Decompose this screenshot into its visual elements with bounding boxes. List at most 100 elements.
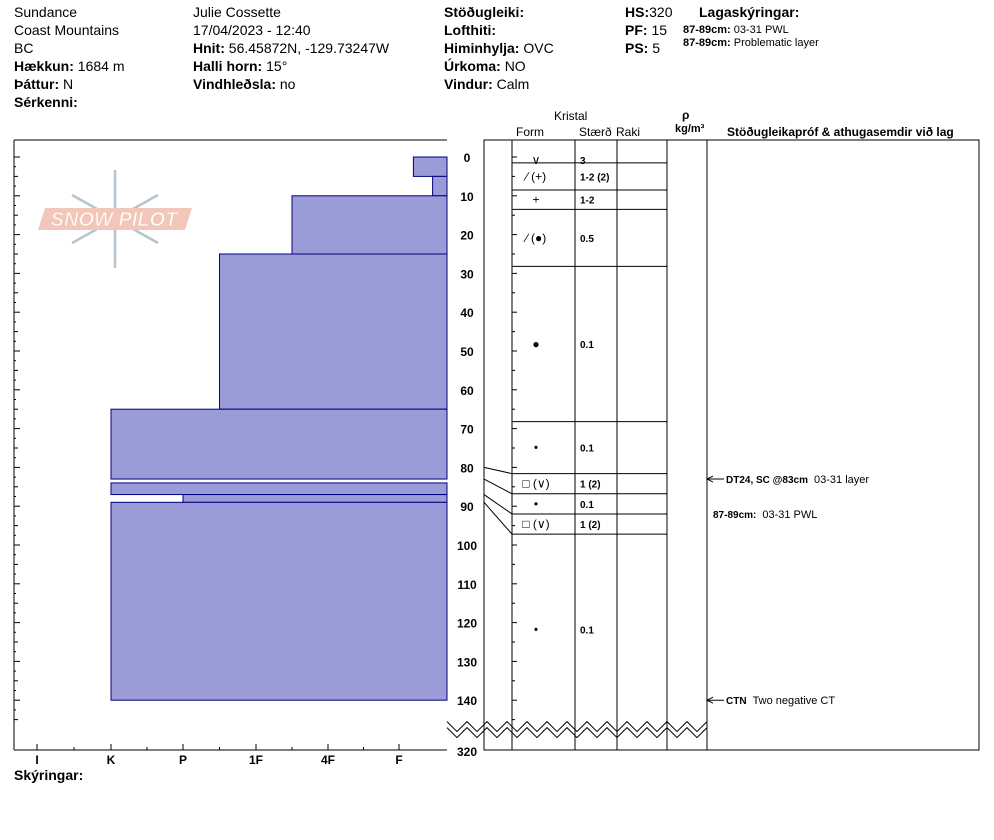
depth-tick-label: 80 — [460, 461, 474, 475]
grain-size-value: 3 — [580, 156, 586, 167]
depth-tick-label: 60 — [460, 384, 474, 398]
sky-cover: Himinhylja: OVC — [444, 40, 554, 56]
slope-angle: Halli horn: 15° — [193, 58, 288, 74]
features-label: Sérkenni: — [14, 94, 78, 110]
legend-title: Lagaskýringar: — [699, 4, 800, 20]
hardness-tick-label: I — [35, 753, 38, 767]
grain-size-value: 0.1 — [580, 444, 594, 455]
grain-size-value: 1 (2) — [580, 480, 601, 491]
hardness-bar — [432, 175, 448, 197]
profile-table-border — [483, 139, 980, 751]
ps-value: PS: 5 — [625, 40, 661, 56]
arrow-head-icon — [705, 475, 714, 483]
hardness-tick-label: P — [179, 753, 187, 767]
grain-size-value: 0.1 — [580, 340, 594, 351]
annotation-text: 03-31 layer — [814, 474, 869, 486]
pf-value: PF: 15 — [625, 22, 668, 38]
observation-datetime: 17/04/2023 - 12:40 — [193, 22, 311, 38]
depth-tick-label: 40 — [460, 306, 474, 320]
wind-loading: Vindhleðsla: no — [193, 76, 296, 92]
annotation-label: CTN — [726, 696, 747, 707]
grain-form-symbol: ∕ (+) — [523, 169, 546, 183]
annotation-text: Two negative CT — [753, 695, 836, 707]
location-range: Coast Mountains — [14, 22, 120, 38]
grain-form-symbol: □ (∨) — [522, 477, 549, 491]
hardness-bar — [110, 408, 448, 480]
depth-break-zigzag — [446, 726, 708, 739]
crystal-header: Kristal — [554, 109, 588, 123]
hardness-tick-label: 4F — [321, 753, 335, 767]
observer: Julie Cossette — [193, 4, 281, 20]
footer-legend-label: Skýringar: — [14, 767, 84, 783]
wind: Vindur: Calm — [444, 76, 530, 92]
depth-break-zigzag — [446, 720, 708, 733]
density-symbol: ρ — [682, 108, 690, 122]
hs-value: HS:320 — [625, 4, 673, 20]
grain-size-value: 0.1 — [580, 500, 594, 511]
grain-form-symbol: ∕ (●) — [523, 231, 547, 245]
depth-tick-label: 0 — [464, 151, 471, 165]
density-unit: kg/m³ — [675, 123, 705, 135]
layer-connector — [483, 478, 513, 495]
moisture-header: Raki — [616, 125, 641, 139]
grain-form-symbol: • — [534, 623, 538, 637]
layer-connector — [483, 466, 513, 475]
aspect: Þáttur: N — [14, 76, 74, 92]
annotation-label: 87-89cm: — [713, 510, 756, 521]
hardness-bar — [182, 494, 448, 503]
hardness-bar — [219, 253, 448, 410]
stability-label: Stöðugleiki: — [444, 4, 525, 20]
depth-bottom-label: 320 — [457, 745, 477, 759]
layer-connector — [483, 501, 513, 535]
coordinates: Hnit: 56.45872N, -129.73247W — [193, 40, 390, 56]
test-annotation: CTN Two negative CT — [726, 695, 835, 707]
size-header: Stærð — [579, 125, 612, 139]
annotation-text: 03-31 PWL — [762, 509, 817, 521]
hardness-bar — [291, 195, 448, 255]
layer-connector — [483, 494, 513, 515]
form-header: Form — [516, 125, 544, 139]
grain-form-symbol: □ (∨) — [522, 517, 549, 531]
depth-tick-label: 10 — [460, 190, 474, 204]
grain-size-value: 0.1 — [580, 626, 594, 637]
hardness-tick-label: 1F — [249, 753, 263, 767]
test-annotation: DT24, SC @83cm 03-31 layer — [726, 474, 869, 486]
location-name: Sundance — [14, 4, 78, 20]
logo-text: SNOW PILOT — [51, 209, 179, 231]
grain-size-value: 1 (2) — [580, 520, 601, 531]
legend-item: 87-89cm: Problematic layer — [683, 37, 819, 49]
arrow-head-icon — [705, 696, 714, 704]
snowpilot-logo: SNOW PILOT — [38, 170, 192, 268]
depth-tick-label: 140 — [457, 694, 477, 708]
legend-item: 87-89cm: 03-31 PWL — [683, 24, 789, 36]
hardness-bar — [110, 482, 448, 496]
depth-tick-label: 130 — [457, 655, 477, 669]
grain-form-symbol: • — [534, 497, 538, 511]
annotation-label: DT24, SC @83cm — [726, 475, 808, 486]
depth-tick-label: 110 — [457, 578, 477, 592]
depth-tick-label: 70 — [460, 423, 474, 437]
test-annotation: 87-89cm: 03-31 PWL — [713, 509, 817, 521]
depth-tick-label: 90 — [460, 500, 474, 514]
grain-form-symbol: ∨ — [532, 153, 541, 167]
hardness-bar — [412, 156, 448, 177]
tests-header: Stöðugleikapróf & athugasemdir við lag — [727, 125, 954, 139]
grain-size-value: 1-2 (2) — [580, 172, 609, 183]
hardness-bar — [110, 501, 448, 701]
grain-form-symbol: + — [532, 193, 539, 207]
precipitation: Úrkoma: NO — [444, 58, 526, 74]
grain-size-value: 0.5 — [580, 234, 594, 245]
elevation: Hækkun: 1684 m — [14, 58, 125, 74]
air-temp-label: Lofthiti: — [444, 22, 497, 38]
hardness-tick-label: K — [107, 753, 116, 767]
hardness-tick-label: F — [395, 753, 402, 767]
depth-tick-label: 20 — [460, 229, 474, 243]
depth-tick-label: 50 — [460, 345, 474, 359]
grain-size-value: 1-2 — [580, 196, 595, 207]
grain-form-symbol: ● — [532, 337, 539, 351]
grain-form-symbol: • — [534, 441, 538, 455]
depth-tick-label: 120 — [457, 617, 477, 631]
location-region: BC — [14, 40, 34, 56]
depth-tick-label: 30 — [460, 267, 474, 281]
